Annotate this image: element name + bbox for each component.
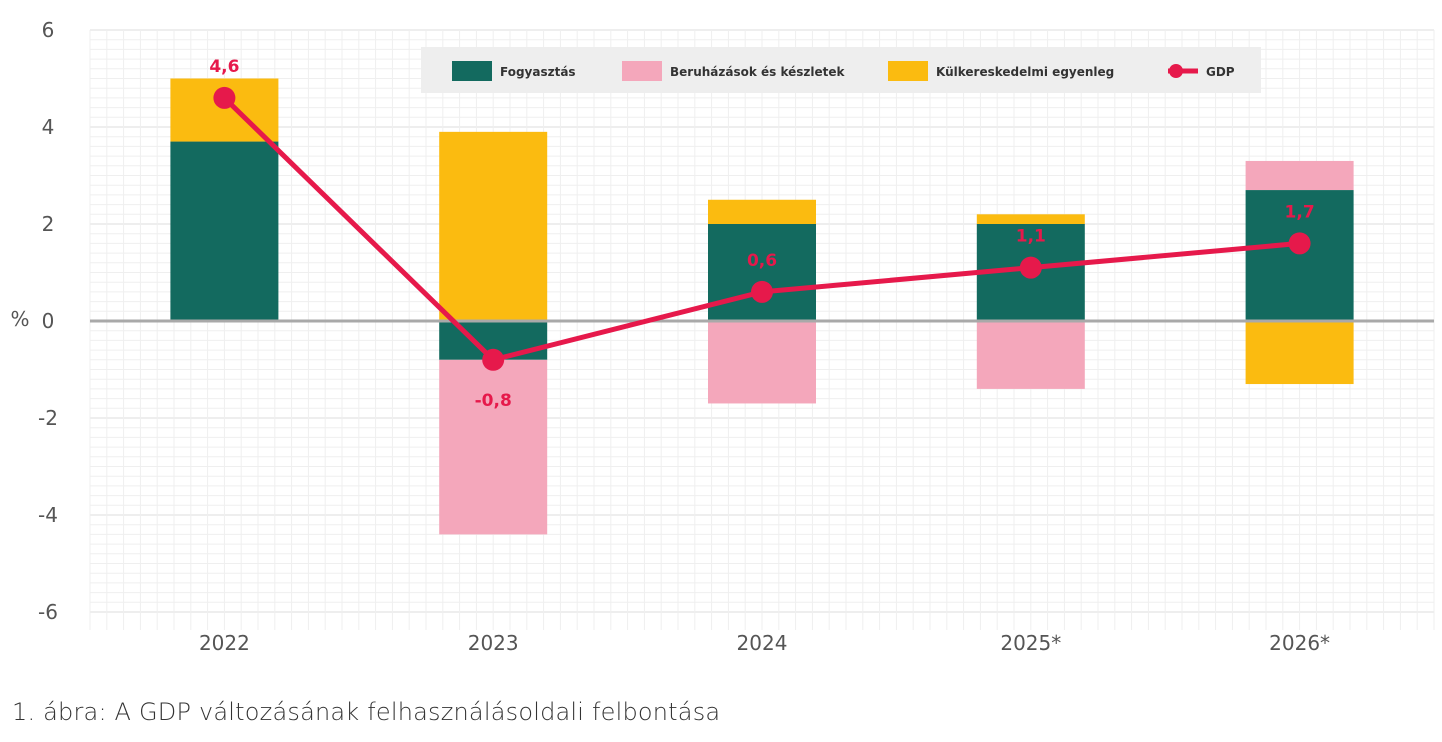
bar-beruhazasok-es-keszletek-2026 <box>1245 160 1354 191</box>
gdp-point-2023 <box>482 348 505 371</box>
y-tick-label: -6 <box>38 600 58 624</box>
y-tick-label: 4 <box>42 115 55 139</box>
legend-item-fogyasztas: Fogyasztás <box>452 61 576 81</box>
legend-swatch <box>622 61 662 81</box>
bar-fogyasztas-2024 <box>708 224 816 321</box>
x-tick-label-2023: 2023 <box>468 631 519 655</box>
legend-background <box>421 47 1261 93</box>
legend-item-beruhazasok-es-keszletek: Beruházások és készletek <box>622 61 846 81</box>
legend-label: Külkereskedelmi egyenleg <box>936 65 1114 79</box>
legend-swatch-marker <box>1169 64 1183 78</box>
bar-fogyasztas-2022 <box>170 141 279 321</box>
x-tick-label-2024: 2024 <box>737 631 788 655</box>
x-axis-labels: 2022 2023 2024 2025* 2026* <box>199 631 1330 655</box>
gdp-point-2024 <box>751 280 773 303</box>
bar-beruhazasok-es-keszletek-2024 <box>708 321 816 404</box>
legend-swatch <box>888 61 928 81</box>
x-tick-label-2025: 2025* <box>1000 631 1061 655</box>
y-tick-label: -4 <box>38 503 58 527</box>
y-tick-label: 0 <box>42 309 55 333</box>
bar-kulkereskedelmi-egyenleg-2024 <box>708 199 816 224</box>
legend-swatch <box>452 61 492 81</box>
gdp-point-2022 <box>213 86 236 109</box>
gdp-point-2026 <box>1288 232 1311 255</box>
legend-item-kulkereskedelmi-egyenleg: Külkereskedelmi egyenleg <box>888 61 1114 81</box>
y-tick-label: 2 <box>42 212 55 236</box>
gdp-point-2025 <box>1019 256 1042 279</box>
x-tick-label-2022: 2022 <box>199 631 250 655</box>
x-tick-label-2026: 2026* <box>1269 631 1330 655</box>
bar-fogyasztas-2026 <box>1245 190 1354 321</box>
y-tick-label: 6 <box>42 18 55 42</box>
y-tick-label: -2 <box>38 406 58 430</box>
bar-beruhazasok-es-keszletek-2023 <box>439 359 548 535</box>
legend: Fogyasztás Beruházások és készletek Külker… <box>421 47 1261 93</box>
gdp-data-label-2023: -0,8 <box>475 391 512 411</box>
legend-label: GDP <box>1206 65 1235 79</box>
bar-kulkereskedelmi-egyenleg-2023 <box>439 131 548 321</box>
gdp-data-label-2025: 1,1 <box>1016 227 1046 247</box>
legend-label: Beruházások és készletek <box>670 65 846 79</box>
bar-beruhazasok-es-keszletek-2025 <box>976 321 1085 389</box>
y-axis-title: % <box>10 307 29 331</box>
gdp-data-label-2026: 1,7 <box>1285 202 1315 222</box>
bar-kulkereskedelmi-egyenleg-2025 <box>976 214 1085 224</box>
legend-label: Fogyasztás <box>500 65 576 79</box>
gdp-data-label-2024: 0,6 <box>747 251 777 271</box>
bar-kulkereskedelmi-egyenleg-2026 <box>1245 321 1354 385</box>
gdp-line: 4,6 -0,8 0,6 1,1 1,7 <box>209 57 1314 411</box>
figure-caption: 1. ábra: A GDP változásának felhasználás… <box>12 698 721 726</box>
gdp-data-label-2022: 4,6 <box>209 57 239 77</box>
legend-item-gdp: GDP <box>1168 64 1235 79</box>
y-axis-labels: 6 4 2 0 -2 -4 -6 <box>38 18 58 624</box>
